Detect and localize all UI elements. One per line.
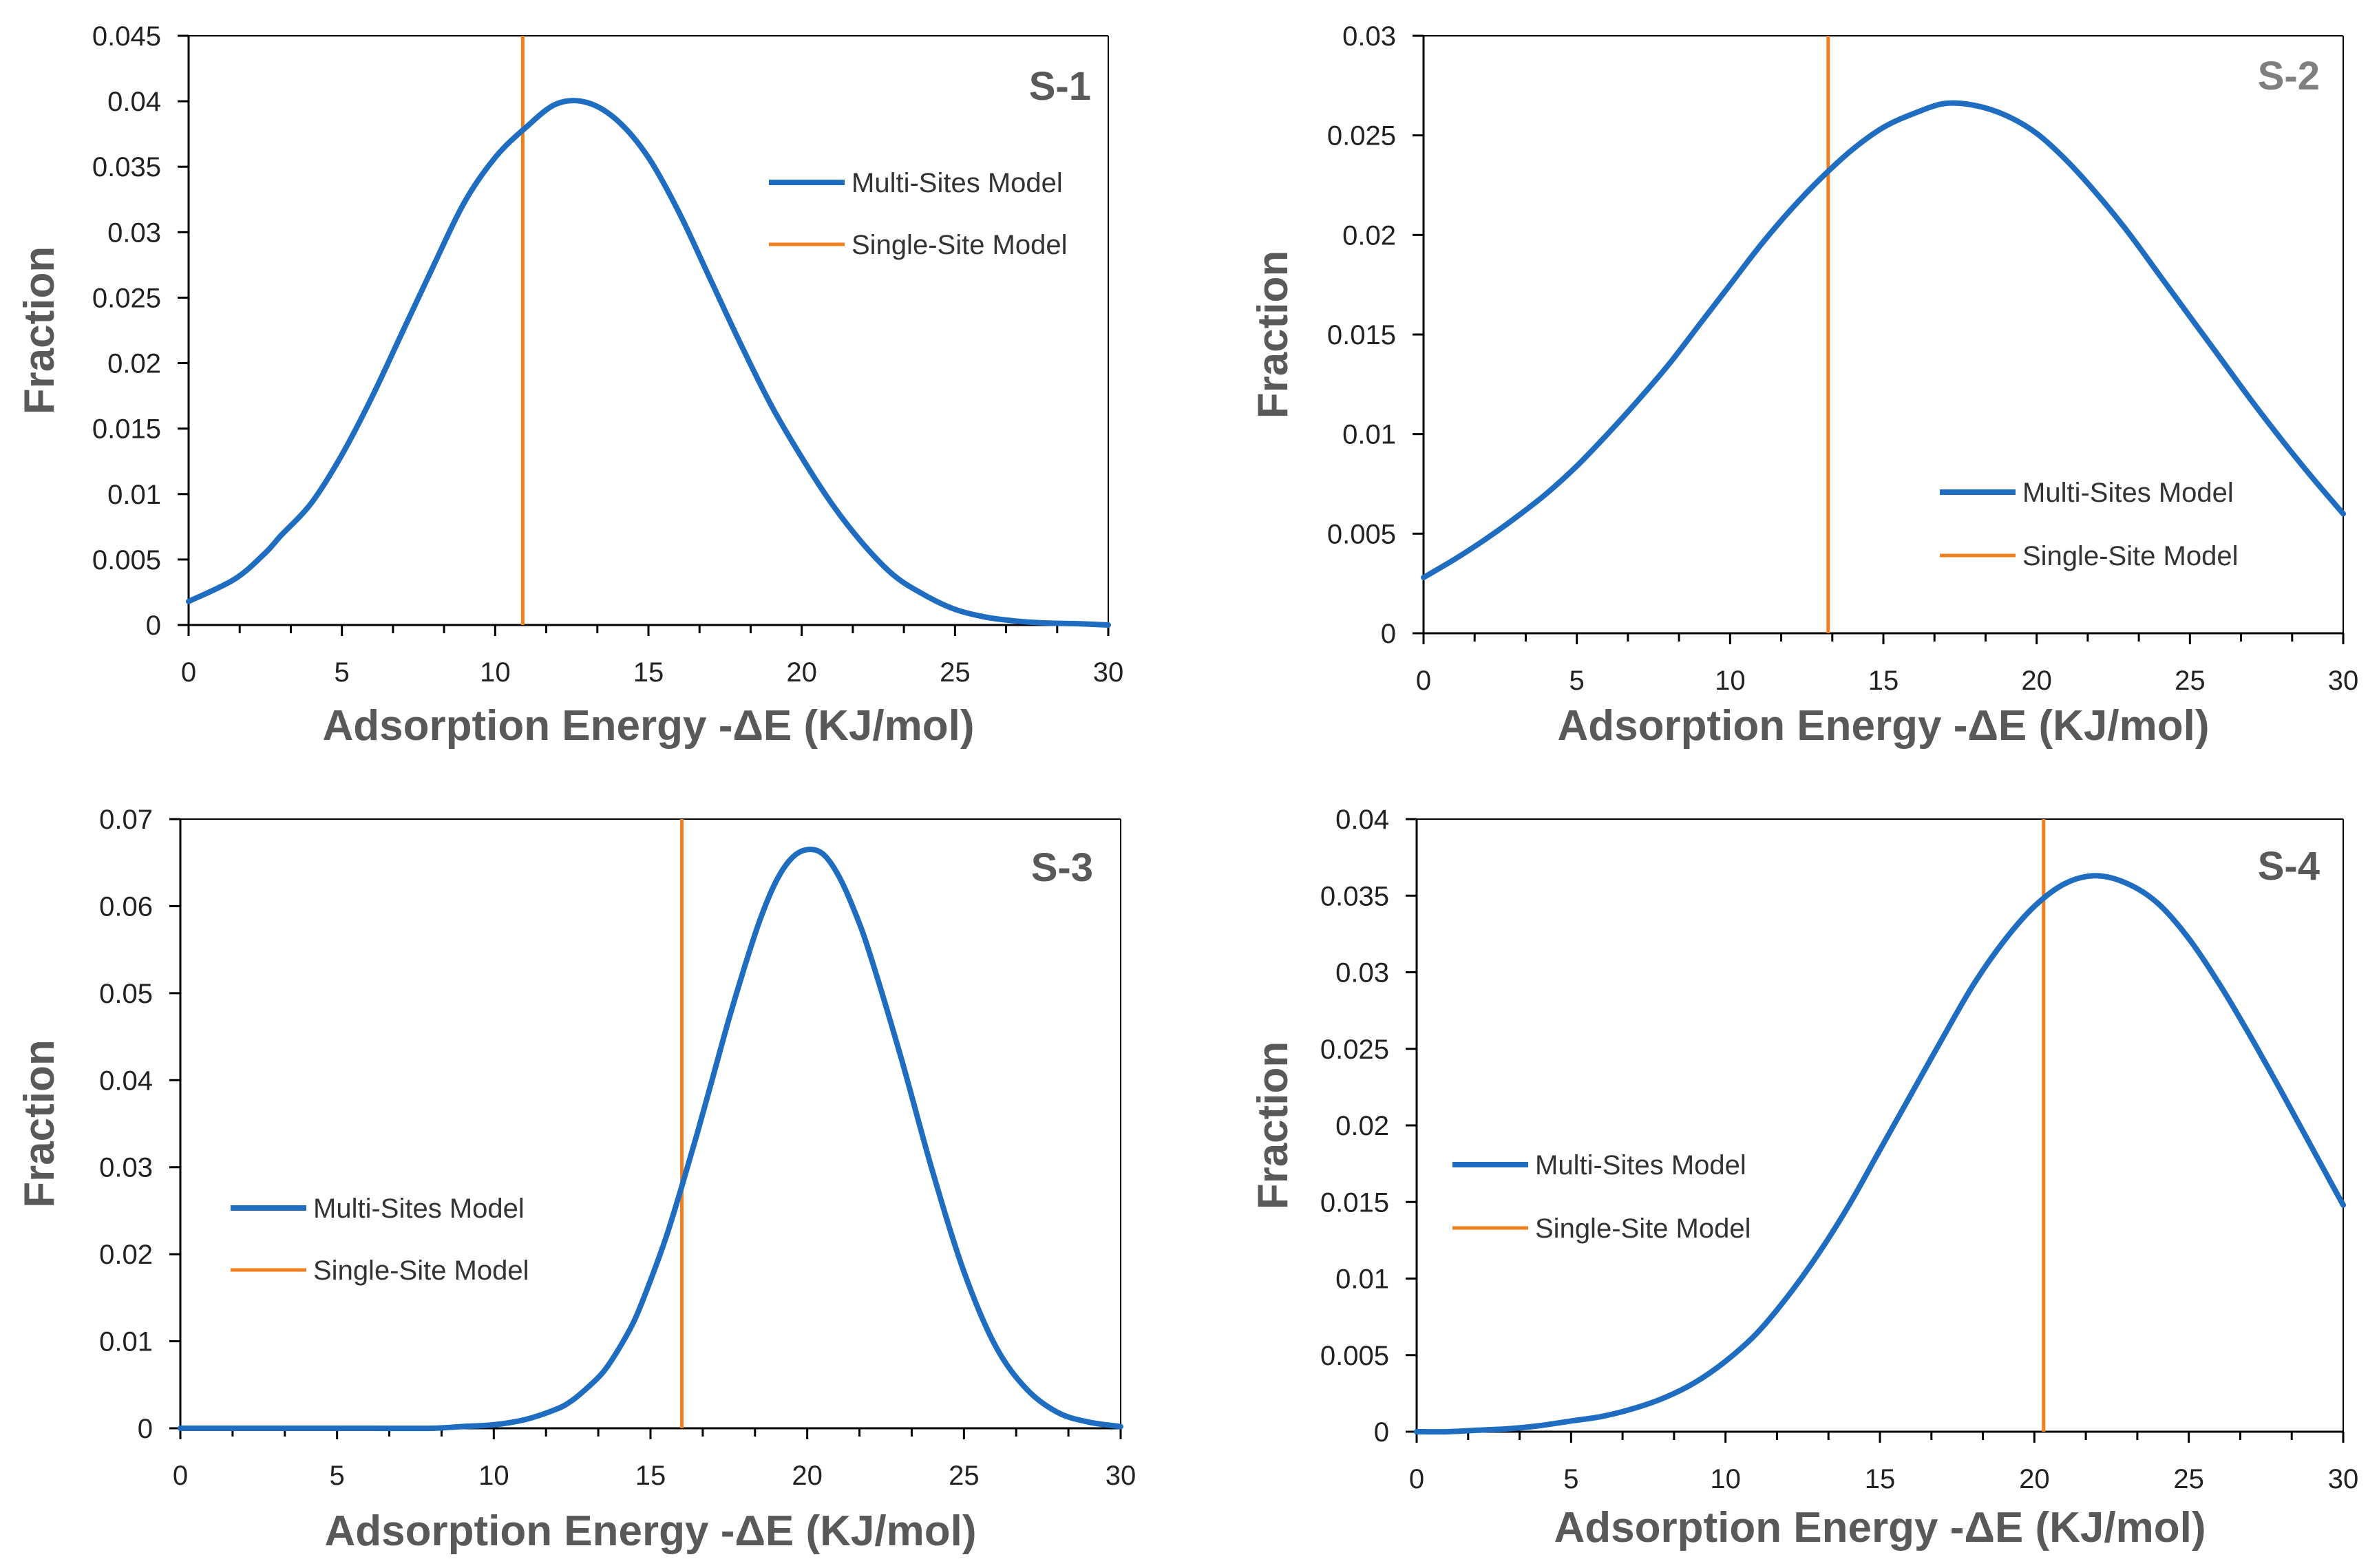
x-tick-label: 5 xyxy=(1569,666,1585,696)
y-tick-label: 0.04 xyxy=(99,1066,153,1096)
legend: Multi-Sites Model Single-Site Model xyxy=(231,1194,529,1286)
y-axis-title: Fraction xyxy=(1249,1041,1297,1210)
y-tick-label: 0.02 xyxy=(99,1240,153,1270)
y-tick-label: 0.025 xyxy=(1320,1035,1389,1065)
panel-label: S-4 xyxy=(2258,844,2320,889)
y-tick-label: 0.025 xyxy=(92,283,161,313)
y-tick-label: 0.005 xyxy=(92,545,161,575)
legend-label-single-site: Single-Site Model xyxy=(1535,1214,1751,1244)
x-tick-label: 25 xyxy=(949,1461,980,1491)
y-tick-label: 0.035 xyxy=(92,152,161,182)
panel-label: S-2 xyxy=(2258,54,2320,98)
x-tick-label: 15 xyxy=(1865,1464,1896,1494)
x-tick-label: 10 xyxy=(480,657,511,688)
x-tick-label: 20 xyxy=(786,657,817,688)
x-axis-title: Adsorption Energy -ΔE (KJ/mol) xyxy=(1554,1504,2206,1551)
legend-label-multi-sites: Multi-Sites Model xyxy=(2022,478,2234,508)
legend-label-single-site: Single-Site Model xyxy=(852,230,1068,260)
chart-panel-s-3: 0 5 10 15 20 25 30 0 0.01 0.02 0.03 0.04 0.05 0.06 0.0… xyxy=(16,805,1136,1555)
y-tick-label: 0.005 xyxy=(1327,519,1396,549)
y-axis-title: Fraction xyxy=(1249,251,1297,419)
x-axis-title: Adsorption Energy -ΔE (KJ/mol) xyxy=(324,1507,976,1555)
legend-label-multi-sites: Multi-Sites Model xyxy=(852,168,1063,198)
y-tick-label: 0.035 xyxy=(1320,881,1389,911)
legend: Multi-Sites Model Single-Site Model xyxy=(769,168,1068,260)
x-tick-label: 25 xyxy=(2173,1464,2204,1494)
y-tick-label: 0.02 xyxy=(1335,1111,1389,1141)
x-tick-label: 30 xyxy=(2328,666,2359,696)
y-tick-label: 0.015 xyxy=(1327,320,1396,350)
x-tick-label: 20 xyxy=(2019,1464,2050,1494)
x-tick-label: 20 xyxy=(792,1461,823,1491)
legend-label-single-site: Single-Site Model xyxy=(313,1256,529,1286)
x-tick-label: 30 xyxy=(1093,657,1124,688)
multi-sites-curve xyxy=(178,846,1123,1432)
legend: Multi-Sites Model Single-Site Model xyxy=(1452,1150,1751,1244)
y-tick-label: 0.07 xyxy=(99,805,153,835)
y-tick-label: 0.005 xyxy=(1320,1341,1389,1371)
x-tick-label: 0 xyxy=(1409,1464,1424,1494)
y-tick-label: 0 xyxy=(138,1414,153,1444)
y-tick-label: 0.05 xyxy=(99,979,153,1009)
x-tick-label: 0 xyxy=(173,1461,188,1491)
panel-label: S-1 xyxy=(1029,64,1091,109)
x-tick-label: 10 xyxy=(1710,1464,1741,1494)
y-tick-label: 0.03 xyxy=(1335,958,1389,988)
x-tick-label: 15 xyxy=(633,657,664,688)
chart-panel-s-2: 0 5 10 15 20 25 30 0 0.005 0.01 0.015 0.02 0.025 0.03… xyxy=(1249,21,2358,750)
y-tick-label: 0.025 xyxy=(1327,121,1396,151)
panel-label: S-3 xyxy=(1031,845,1093,890)
x-tick-label: 25 xyxy=(940,657,971,688)
y-tick-label: 0.01 xyxy=(99,1327,153,1357)
y-tick-label: 0 xyxy=(1374,1417,1389,1448)
multi-sites-curve xyxy=(1421,100,2346,580)
x-tick-label: 30 xyxy=(2328,1464,2359,1494)
legend-label-single-site: Single-Site Model xyxy=(2022,541,2239,571)
y-tick-label: 0.045 xyxy=(92,21,161,52)
x-tick-label: 25 xyxy=(2175,666,2206,696)
y-tick-label: 0 xyxy=(1381,619,1396,649)
y-axis-title: Fraction xyxy=(16,246,63,415)
y-tick-label: 0 xyxy=(146,611,161,641)
x-tick-label: 10 xyxy=(1715,666,1746,696)
x-tick-label: 5 xyxy=(335,657,350,688)
legend: Multi-Sites Model Single-Site Model xyxy=(1940,478,2239,571)
x-tick-label: 15 xyxy=(635,1461,666,1491)
x-axis-title: Adsorption Energy -ΔE (KJ/mol) xyxy=(322,702,974,750)
x-tick-label: 0 xyxy=(1416,666,1431,696)
y-tick-label: 0.03 xyxy=(99,1153,153,1183)
chart-panel-s-4: 0 5 10 15 20 25 30 0 0.005 0.01 0.015 0.02 0.025 0.03… xyxy=(1249,805,2358,1551)
y-tick-label: 0.04 xyxy=(107,87,161,117)
legend-label-multi-sites: Multi-Sites Model xyxy=(1535,1150,1746,1180)
y-tick-label: 0.06 xyxy=(99,891,153,922)
y-tick-label: 0.015 xyxy=(92,414,161,445)
y-tick-label: 0.04 xyxy=(1335,805,1389,835)
chart-panel-s-1: 0 5 10 15 20 25 30 0 0.005 0.01 0.015 0.02 0.025 0.03… xyxy=(16,21,1123,750)
x-axis-title: Adsorption Energy -ΔE (KJ/mol) xyxy=(1557,702,2209,750)
y-tick-label: 0.01 xyxy=(1335,1264,1389,1295)
x-tick-label: 20 xyxy=(2021,666,2052,696)
x-tick-label: 0 xyxy=(181,657,196,688)
x-tick-label: 5 xyxy=(330,1461,345,1491)
y-tick-label: 0.01 xyxy=(107,480,161,510)
y-tick-label: 0.03 xyxy=(1342,21,1396,52)
y-tick-label: 0.02 xyxy=(107,349,161,379)
x-tick-label: 5 xyxy=(1563,1464,1578,1494)
y-tick-label: 0.015 xyxy=(1320,1187,1389,1218)
multi-sites-curve xyxy=(1414,873,2346,1435)
y-axis-title: Fraction xyxy=(16,1039,63,1208)
x-tick-label: 10 xyxy=(478,1461,509,1491)
y-tick-label: 0.01 xyxy=(1342,420,1396,450)
x-tick-label: 30 xyxy=(1106,1461,1136,1491)
legend-label-multi-sites: Multi-Sites Model xyxy=(313,1194,525,1224)
multi-sites-curve xyxy=(186,98,1111,628)
y-tick-label: 0.03 xyxy=(107,218,161,248)
y-tick-label: 0.02 xyxy=(1342,220,1396,251)
x-tick-label: 15 xyxy=(1868,666,1899,696)
